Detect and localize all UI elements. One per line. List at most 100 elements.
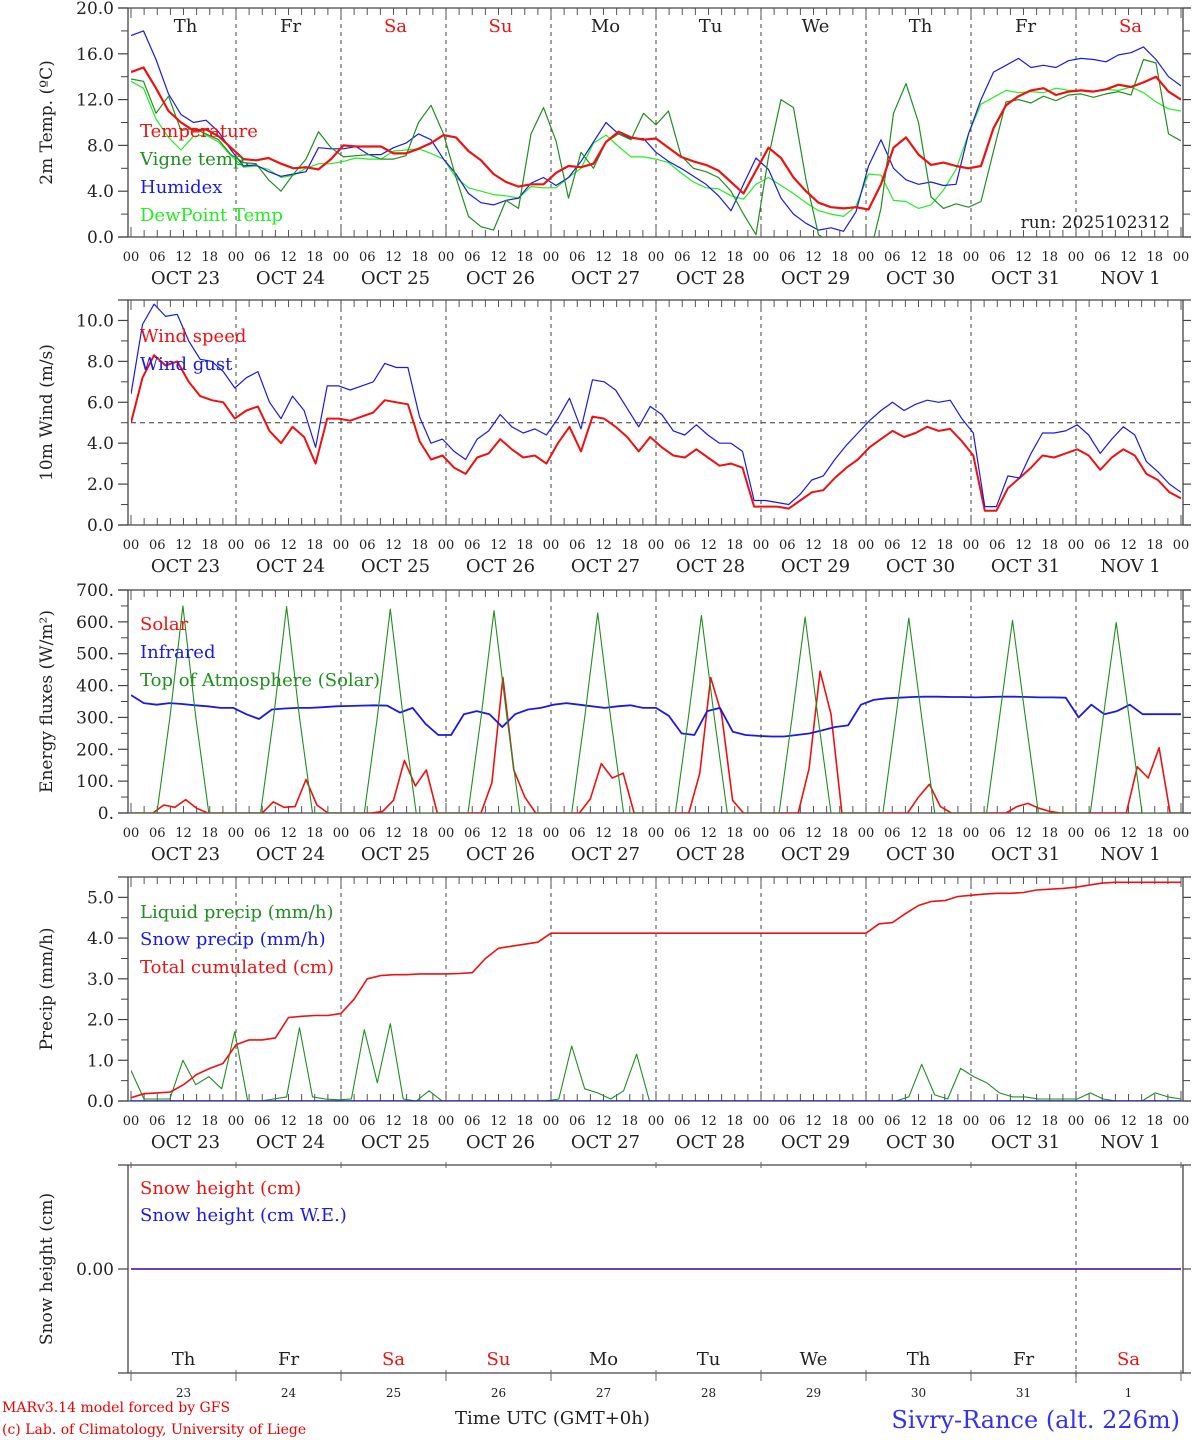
date-label: OCT 23 xyxy=(151,844,220,865)
date-label: OCT 25 xyxy=(361,556,430,577)
date-label: OCT 28 xyxy=(676,268,745,289)
hour-tick-label: 18 xyxy=(411,250,428,265)
legend-entry: Snow height (cm W.E.) xyxy=(140,1205,347,1226)
date-label: OCT 23 xyxy=(151,1132,220,1153)
weekday-label: Fr xyxy=(278,1349,299,1370)
hour-tick-label: 18 xyxy=(831,1114,848,1129)
hour-tick-label: 12 xyxy=(700,1114,717,1129)
panel-precip: 00 06 12 18 00 06 12 18 00 06 12 18 00 06 12 18 00 06 12 18… xyxy=(37,876,1191,1153)
legend-entry: Vigne temp. xyxy=(139,149,250,170)
hour-tick-label: 00 xyxy=(543,1114,560,1129)
hour-tick-label: 00 xyxy=(1068,250,1085,265)
hour-tick-label: 06 xyxy=(989,250,1006,265)
hour-tick-label: 18 xyxy=(516,538,533,553)
day-number-label: 24 xyxy=(281,1386,297,1400)
date-label: OCT 31 xyxy=(991,1132,1060,1153)
hour-tick-label: 12 xyxy=(490,538,507,553)
date-label: OCT 24 xyxy=(256,268,325,289)
hour-tick-label: 06 xyxy=(674,538,691,553)
hour-tick-label: 12 xyxy=(1120,826,1137,841)
y-tick-label: 4.0 xyxy=(87,929,114,949)
hour-tick-label: 06 xyxy=(464,1114,481,1129)
hour-tick-label: 18 xyxy=(726,250,743,265)
hour-tick-label: 18 xyxy=(306,826,323,841)
hour-tick-label: 12 xyxy=(385,250,402,265)
hour-tick-label: 12 xyxy=(1120,1114,1137,1129)
hour-tick-label: 06 xyxy=(149,250,166,265)
y-axis-label: Snow height (cm) xyxy=(37,1193,57,1345)
hour-tick-label: 00 xyxy=(963,1114,980,1129)
hour-tick-label: 12 xyxy=(280,1114,297,1129)
date-label: NOV 1 xyxy=(1100,1132,1160,1153)
hour-tick-label: 18 xyxy=(306,538,323,553)
hour-tick-label: 06 xyxy=(779,826,796,841)
date-label: OCT 26 xyxy=(466,844,535,865)
hour-tick-label: 12 xyxy=(490,1114,507,1129)
series-line-solar xyxy=(131,670,1181,813)
hour-tick-label: 18 xyxy=(1041,538,1058,553)
hour-tick-label: 00 xyxy=(228,538,245,553)
hour-tick-label: 18 xyxy=(726,1114,743,1129)
y-tick-label: 4.0 xyxy=(87,182,114,202)
hour-tick-label: 06 xyxy=(989,826,1006,841)
hour-tick-label: 06 xyxy=(779,538,796,553)
hour-tick-label: 12 xyxy=(1015,250,1032,265)
date-label: NOV 1 xyxy=(1100,268,1160,289)
date-label: OCT 29 xyxy=(781,1132,850,1153)
hour-tick-label: 06 xyxy=(254,826,271,841)
legend-entry: Wind speed xyxy=(140,326,246,347)
hour-tick-label: 00 xyxy=(123,250,140,265)
hour-tick-label: 18 xyxy=(1041,250,1058,265)
hour-tick-label: 00 xyxy=(228,1114,245,1129)
hour-tick-label: 06 xyxy=(149,1114,166,1129)
hour-tick-label: 00 xyxy=(963,826,980,841)
y-axis-label: 10m Wind (m/s) xyxy=(37,344,57,481)
hour-tick-label: 18 xyxy=(516,250,533,265)
hour-tick-label: 06 xyxy=(149,826,166,841)
hour-tick-label: 18 xyxy=(201,250,218,265)
y-tick-label: 700. xyxy=(76,581,114,601)
hour-tick-label: 12 xyxy=(595,250,612,265)
hour-tick-label: 06 xyxy=(359,538,376,553)
series-line-humidex xyxy=(131,30,1181,232)
hour-tick-label: 06 xyxy=(569,1114,586,1129)
hour-tick-label: 18 xyxy=(1146,1114,1163,1129)
hour-tick-label: 00 xyxy=(858,250,875,265)
hour-tick-label: 06 xyxy=(884,1114,901,1129)
y-tick-label: 8.0 xyxy=(87,136,114,156)
hour-tick-label: 06 xyxy=(779,250,796,265)
hour-tick-label: 00 xyxy=(543,826,560,841)
hour-tick-label: 12 xyxy=(1015,538,1032,553)
date-label: OCT 26 xyxy=(466,268,535,289)
hour-tick-label: 12 xyxy=(595,1114,612,1129)
hour-tick-label: 12 xyxy=(910,250,927,265)
hour-tick-label: 18 xyxy=(936,1114,953,1129)
y-tick-label: 600. xyxy=(76,613,114,633)
legend-entry: Temperature xyxy=(140,121,258,142)
hour-tick-label: 06 xyxy=(359,1114,376,1129)
hour-tick-label: 12 xyxy=(910,538,927,553)
hour-tick-label: 00 xyxy=(438,826,455,841)
date-label: OCT 27 xyxy=(571,844,640,865)
hour-tick-label: 18 xyxy=(306,1114,323,1129)
hour-tick-label: 00 xyxy=(1068,538,1085,553)
y-tick-label: 4.0 xyxy=(87,434,114,454)
weekday-label: We xyxy=(800,1349,828,1370)
y-tick-label: 0.0 xyxy=(87,516,114,536)
hour-tick-label: 06 xyxy=(254,538,271,553)
hour-tick-label: 12 xyxy=(1015,826,1032,841)
y-tick-label: 0.0 xyxy=(87,228,114,248)
hour-tick-label: 18 xyxy=(621,1114,638,1129)
hour-tick-label: 12 xyxy=(175,1114,192,1129)
series-line-total-cumulated-cm- xyxy=(131,881,1181,1099)
hour-tick-label: 00 xyxy=(438,250,455,265)
hour-tick-label: 18 xyxy=(411,826,428,841)
hour-tick-label: 18 xyxy=(1041,1114,1058,1129)
date-label: OCT 24 xyxy=(256,844,325,865)
date-label: NOV 1 xyxy=(1100,844,1160,865)
lab-credit: (c) Lab. of Climatology, University of L… xyxy=(2,1422,306,1438)
weekday-label: We xyxy=(802,16,830,37)
date-label: OCT 23 xyxy=(151,268,220,289)
hour-tick-label: 06 xyxy=(254,1114,271,1129)
date-label: OCT 26 xyxy=(466,556,535,577)
